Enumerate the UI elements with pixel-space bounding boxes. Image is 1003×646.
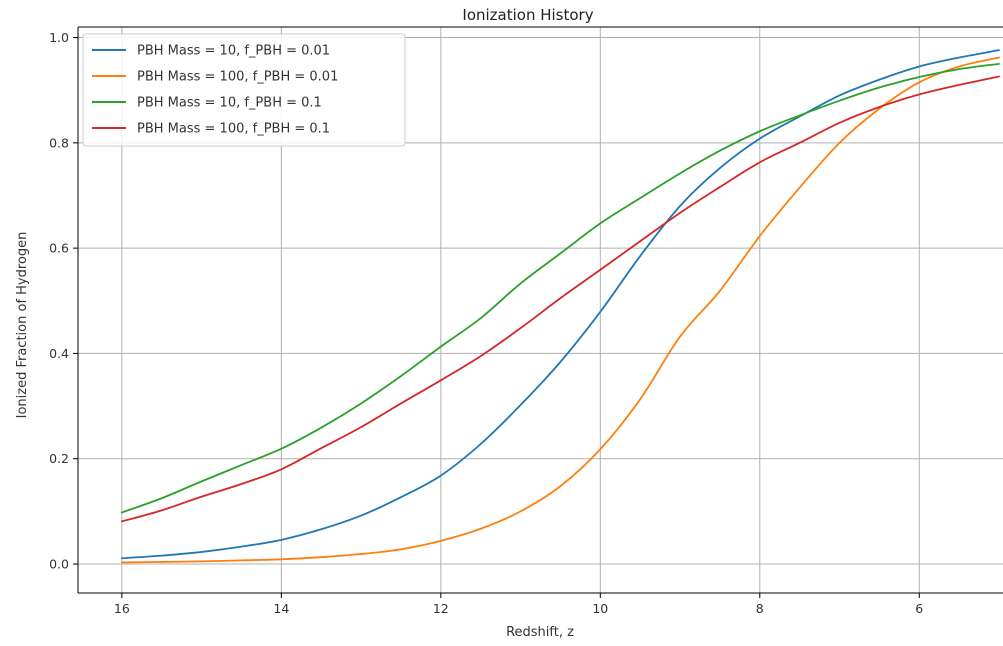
y-tick-label: 0.6 xyxy=(49,241,69,256)
legend-label: PBH Mass = 100, f_PBH = 0.01 xyxy=(137,70,338,85)
y-tick-label: 1.0 xyxy=(49,30,69,45)
y-tick-label: 0.0 xyxy=(49,557,69,572)
series-line-m10-f001 xyxy=(120,49,1000,560)
series-lines xyxy=(120,49,1000,564)
x-tick-label: 16 xyxy=(114,601,130,616)
axes-frame xyxy=(77,26,1003,594)
x-tick-label: 6 xyxy=(915,601,923,616)
series-line-m100-f01 xyxy=(120,75,1000,523)
legend-box xyxy=(82,33,406,147)
x-tick-label: 12 xyxy=(433,601,449,616)
y-ticks: 0.0 0.2 0.4 0.6 0.8 1.0 xyxy=(49,30,78,572)
legend: PBH Mass = 10, f_PBH = 0.01 PBH Mass = 10… xyxy=(82,33,406,147)
legend-label: PBH Mass = 10, f_PBH = 0.1 xyxy=(137,96,322,111)
legend-label: PBH Mass = 100, f_PBH = 0.1 xyxy=(137,122,330,137)
x-tick-label: 14 xyxy=(273,601,289,616)
y-tick-label: 0.4 xyxy=(49,346,69,361)
series-line-m100-f001 xyxy=(120,56,1000,564)
y-axis-label: Ionized Fraction of Hydrogen xyxy=(15,232,30,419)
y-tick-label: 0.2 xyxy=(49,451,69,466)
x-tick-label: 10 xyxy=(592,601,608,616)
x-tick-label: 8 xyxy=(756,601,764,616)
y-tick-label: 0.8 xyxy=(49,135,69,150)
legend-label: PBH Mass = 10, f_PBH = 0.01 xyxy=(137,44,330,59)
x-ticks: 16 14 12 10 8 6 xyxy=(114,593,923,616)
x-axis-label: Redshift, z xyxy=(506,625,574,640)
chart-title: Ionization History xyxy=(462,6,593,24)
grid xyxy=(78,27,1003,593)
series-line-m10-f01 xyxy=(120,62,1000,514)
